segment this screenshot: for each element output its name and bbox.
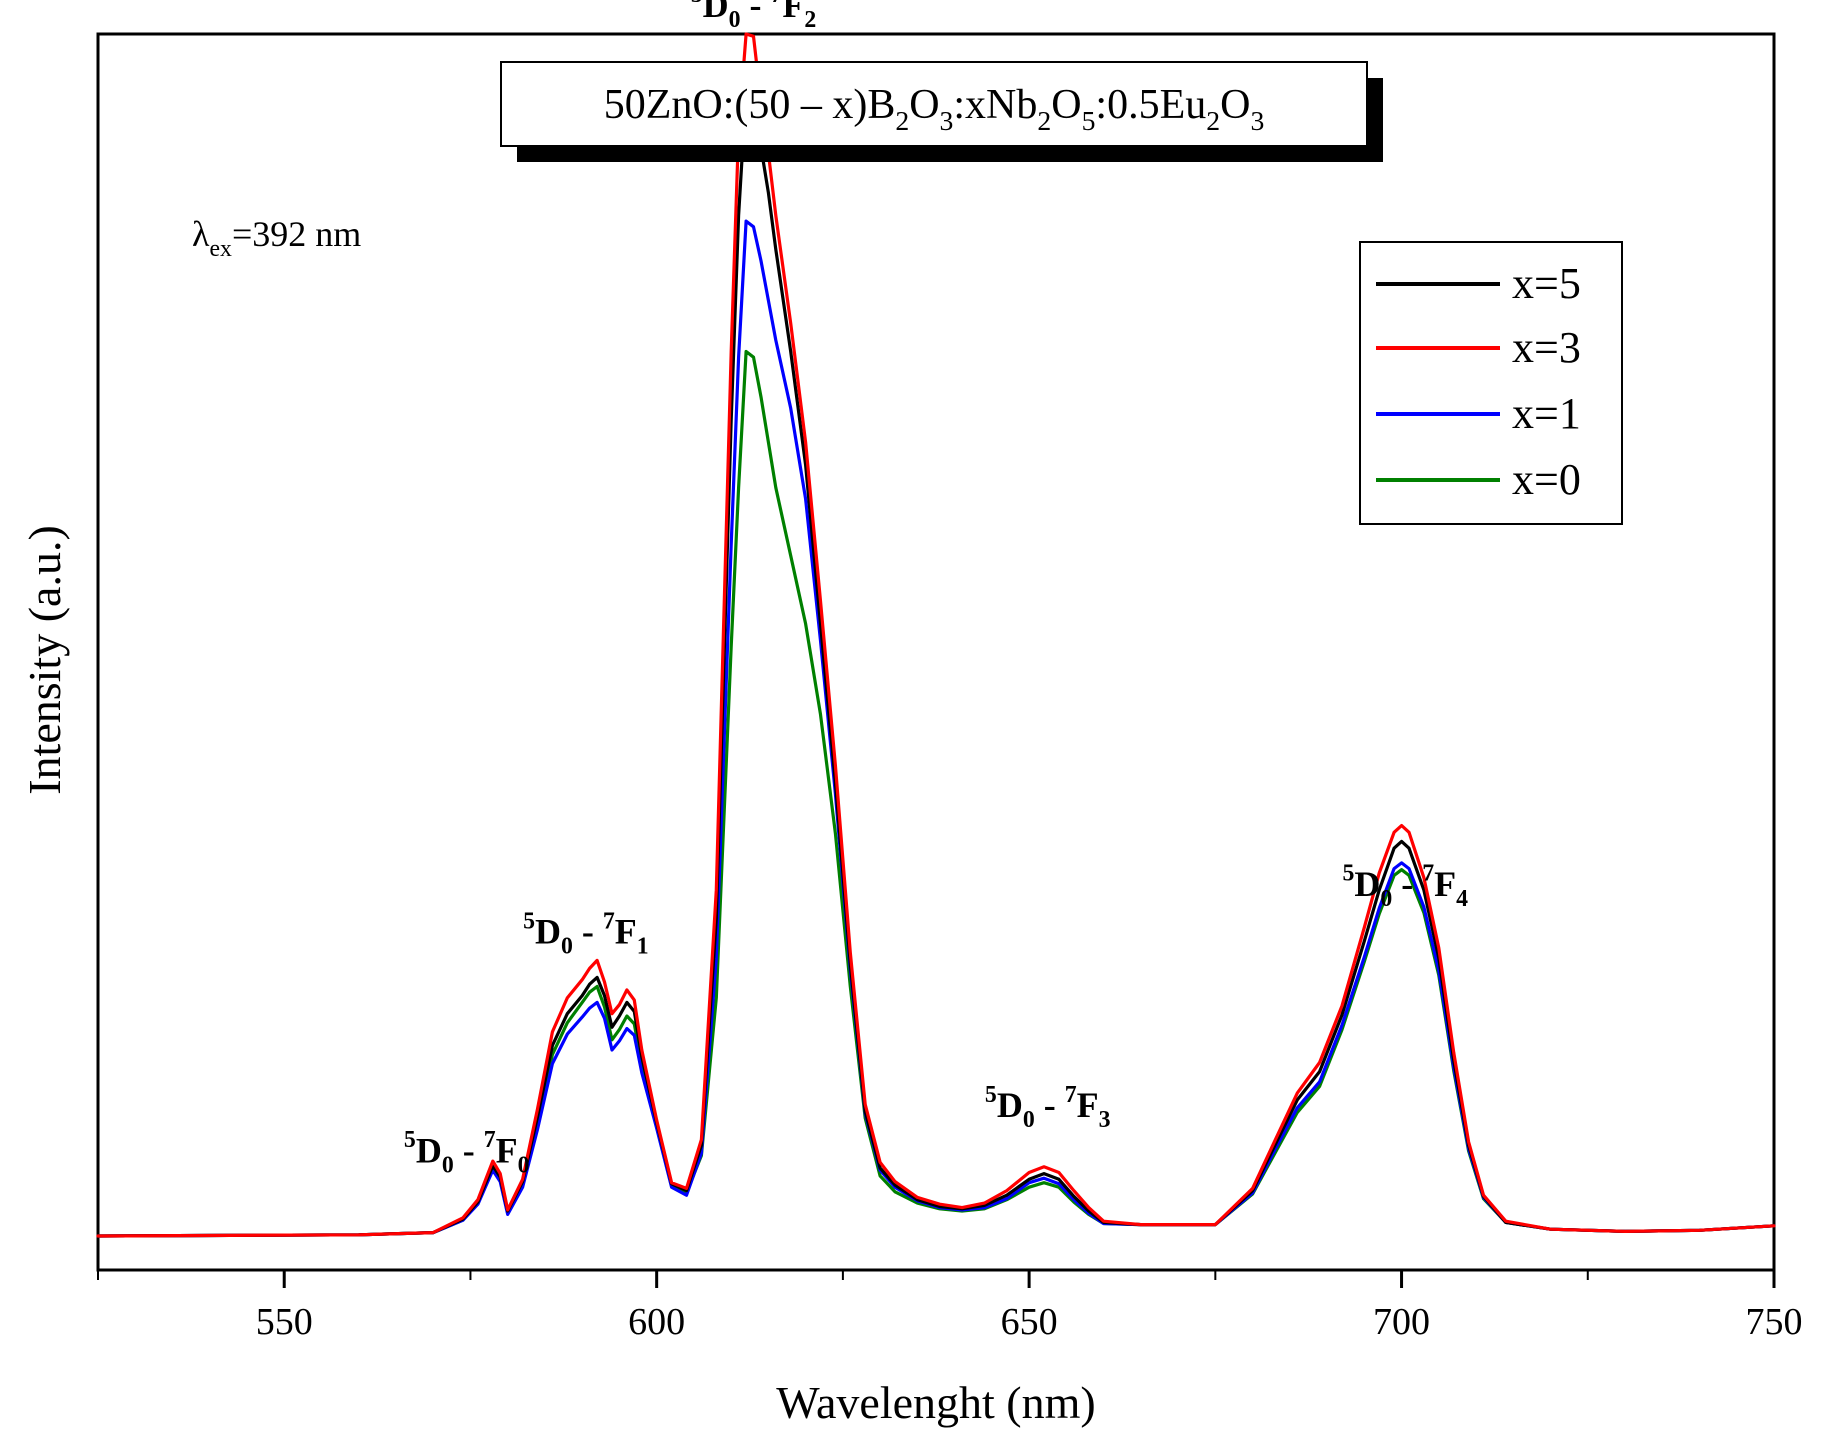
text-part: 3 — [940, 105, 954, 136]
text-part: 2 — [1206, 105, 1220, 136]
x-axis-title: Wavelenght (nm) — [776, 1377, 1095, 1428]
text-part: 5 — [523, 908, 535, 934]
x-tick-label: 550 — [256, 1301, 313, 1343]
excitation-label: λex=392 nm — [192, 214, 361, 262]
text-part: 1 — [637, 934, 649, 960]
legend-label: x=0 — [1512, 455, 1581, 504]
text-part: D — [416, 1130, 442, 1170]
series-line-x-0 — [96, 349, 1776, 1238]
text-part: 0 — [518, 1152, 530, 1178]
series-line-x-3 — [96, 32, 1776, 1238]
text-part: 5 — [404, 1127, 416, 1153]
transition-label: 5D0 - 7F1 — [523, 908, 649, 959]
text-part: D — [535, 911, 561, 951]
text-part: 7 — [771, 0, 783, 8]
text-part: F — [1077, 1085, 1099, 1125]
transition-label: 5D0 - 7F0 — [404, 1127, 530, 1178]
text-part: D — [997, 1085, 1023, 1125]
legend: x=5 x=3 x=1 x=0 — [1359, 241, 1623, 525]
text-part: 0 — [442, 1152, 454, 1178]
text-part: - — [741, 0, 771, 25]
text-part: 2 — [804, 7, 816, 33]
text-part: 3 — [1099, 1107, 1111, 1133]
text-part: 0 — [1023, 1107, 1035, 1133]
text-part: 2 — [1037, 105, 1051, 136]
text-part: O — [909, 82, 939, 128]
text-part: O — [1051, 82, 1081, 128]
text-part: 0 — [1380, 886, 1392, 912]
legend-label: x=1 — [1512, 389, 1581, 438]
legend-frame — [1359, 241, 1623, 525]
text-part: F — [615, 911, 637, 951]
text-part: λ — [192, 214, 210, 254]
text-part: D — [703, 0, 729, 25]
title-box: 50ZnO:(50 – x)B2O3:xNb2O5:0.5Eu2O3 — [500, 61, 1383, 162]
text-part: 7 — [1065, 1082, 1077, 1108]
chart-title: 50ZnO:(50 – x)B2O3:xNb2O5:0.5Eu2O3 — [604, 82, 1265, 136]
text-part: F — [496, 1130, 518, 1170]
text-part: ex — [209, 236, 232, 262]
series-layer — [96, 32, 1776, 1238]
y-axis-title: Intensity (a.u.) — [19, 525, 70, 795]
legend-label: x=3 — [1512, 323, 1581, 372]
text-part: 0 — [729, 7, 741, 33]
text-part: 5 — [985, 1082, 997, 1108]
text-part: 5 — [1342, 861, 1354, 887]
x-tick-label: 650 — [1001, 1301, 1058, 1343]
title-box-frame — [500, 61, 1368, 147]
x-tick-label: 700 — [1373, 1301, 1430, 1343]
text-part: 2 — [895, 105, 909, 136]
text-part: 5 — [691, 0, 703, 8]
text-part: 3 — [1250, 105, 1264, 136]
text-part: 5 — [1082, 105, 1096, 136]
text-part: 7 — [484, 1127, 496, 1153]
text-part: O — [1220, 82, 1250, 128]
text-part: :xNb — [953, 82, 1037, 128]
x-tick-label: 600 — [628, 1301, 685, 1343]
transition-label: 5D0 - 7F3 — [985, 1082, 1111, 1133]
text-part: :0.5Eu — [1095, 82, 1206, 128]
transition-label: 5D0 - 7F4 — [1342, 861, 1468, 912]
legend-label: x=5 — [1512, 259, 1581, 308]
plot-frame — [96, 32, 1776, 1272]
x-axis-ticks: 550 600 650 700 750 — [97, 1270, 1803, 1343]
text-part: - — [1392, 864, 1422, 904]
text-part: 7 — [1422, 861, 1434, 887]
transition-label: 5D0 - 7F2 — [691, 0, 817, 33]
text-part: - — [454, 1130, 484, 1170]
text-part: - — [573, 911, 603, 951]
x-tick-label: 750 — [1746, 1301, 1803, 1343]
text-part: F — [782, 0, 804, 25]
text-part: - — [1035, 1085, 1065, 1125]
text-part: 7 — [603, 908, 615, 934]
text-part: 50ZnO:(50 – x)B — [604, 82, 896, 128]
text-part: D — [1354, 864, 1380, 904]
text-part: =392 nm — [232, 214, 361, 254]
text-part: 4 — [1456, 886, 1468, 912]
text-part: 0 — [561, 934, 573, 960]
text-part: F — [1434, 864, 1456, 904]
